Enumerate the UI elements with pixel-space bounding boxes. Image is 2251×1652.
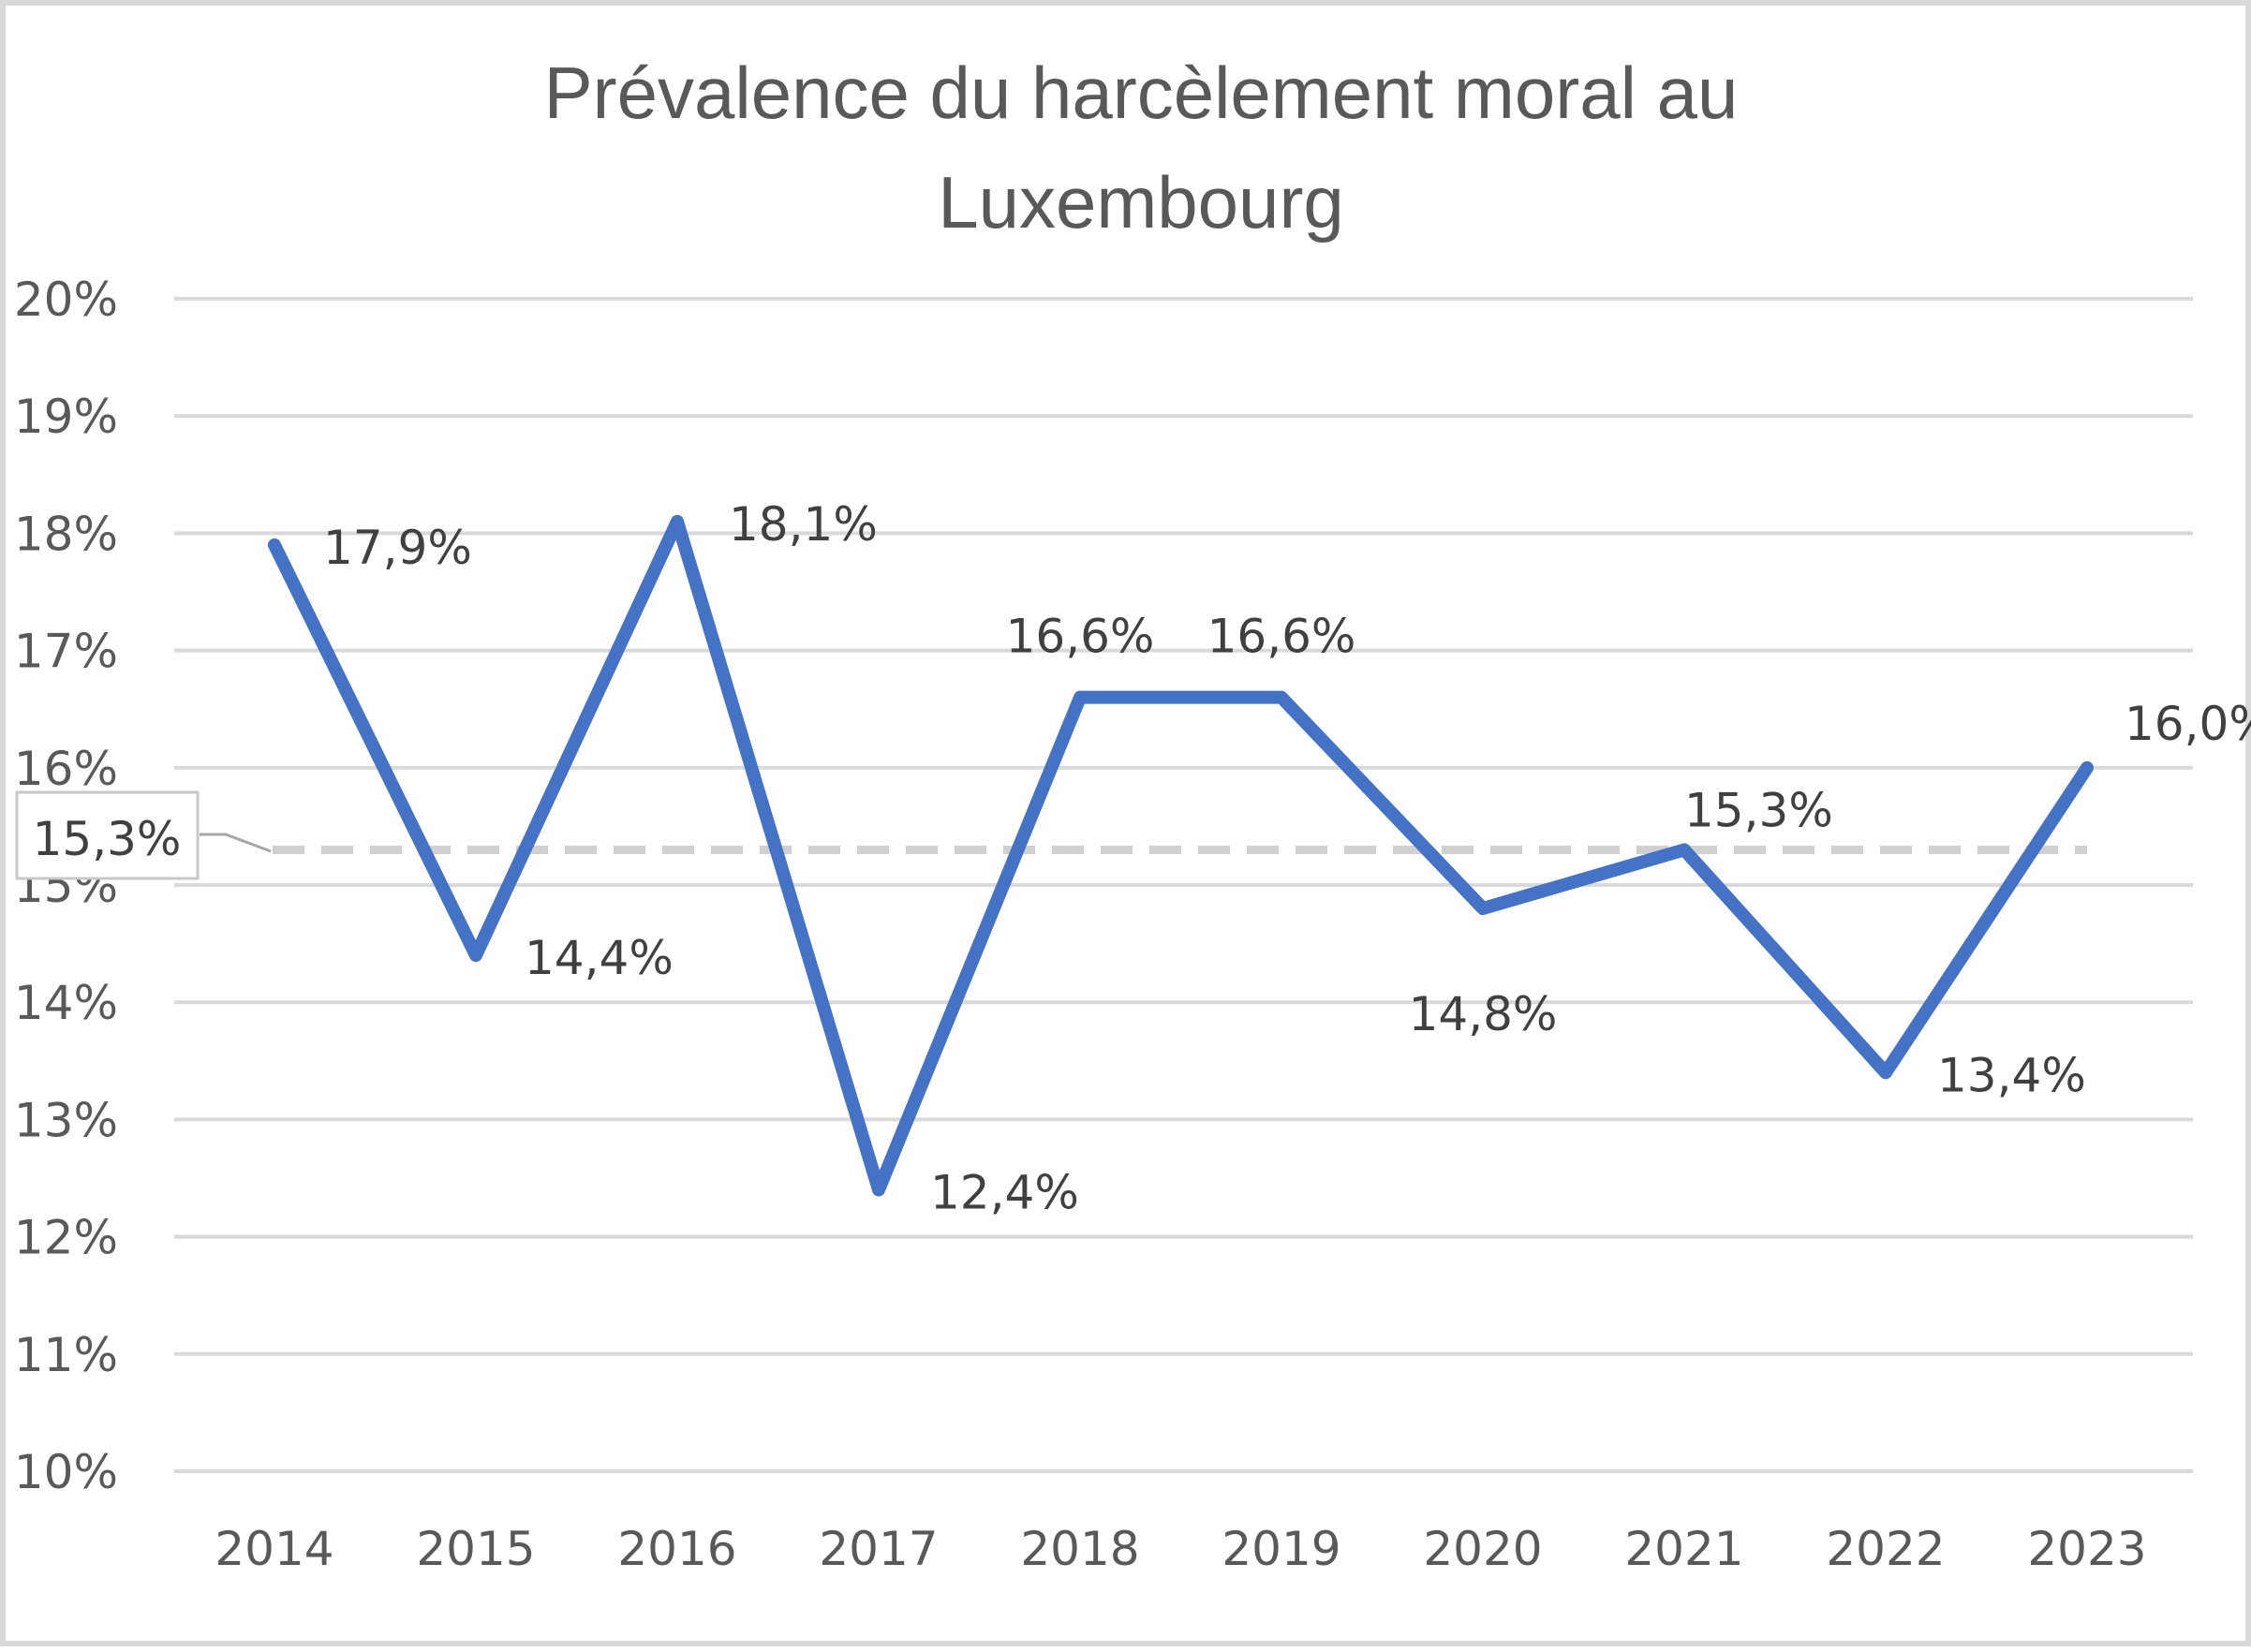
data-point-2014 [274,543,275,546]
y-tick-label-18: 18% [14,507,118,561]
y-tick-label-14: 14% [14,976,118,1030]
data-label-2016: 18,1% [729,497,878,552]
x-tick-label-2019: 2019 [1222,1522,1340,1576]
y-tick-label-19: 19% [14,390,118,444]
y-tick-label-13: 13% [14,1093,118,1147]
data-label-2017: 12,4% [930,1166,1079,1220]
data-point-2016 [676,520,678,523]
data-label-2019: 16,6% [1207,610,1356,664]
data-label-2021: 15,3% [1684,783,1833,837]
x-tick-label-2018: 2018 [1020,1522,1139,1576]
x-tick-label-2022: 2022 [1826,1522,1945,1576]
x-tick-label-2020: 2020 [1423,1522,1542,1576]
line-chart: Prévalence du harcèlement moral au Luxem… [14,52,2251,1576]
data-label-2022: 13,4% [1937,1048,2086,1102]
data-point-2015 [475,954,477,957]
y-tick-label-12: 12% [14,1211,118,1265]
data-label-2014: 17,9% [323,521,472,575]
data-point-2020 [1482,907,1484,910]
data-label-2015: 14,4% [525,931,674,985]
data-point-2019 [1281,696,1282,699]
x-tick-label-2016: 2016 [617,1522,736,1576]
y-tick-label-17: 17% [14,625,118,679]
data-point-2017 [878,1188,880,1191]
data-label-2020: 14,8% [1409,987,1558,1041]
y-tick-label-10: 10% [14,1445,118,1499]
x-tick-label-2023: 2023 [2027,1522,2146,1576]
data-label-2023: 16,0% [2125,697,2251,751]
x-tick-label-2021: 2021 [1624,1522,1743,1576]
data-point-2023 [2086,766,2088,769]
data-point-2021 [1683,848,1685,851]
chart-title-line-1: Prévalence du harcèlement moral au [544,52,1739,134]
data-point-2022 [1885,1071,1887,1074]
data-point-2018 [1079,696,1081,699]
series-line-0 [268,514,2094,1197]
average-label-leader [200,833,272,853]
x-tick-label-2015: 2015 [416,1522,535,1576]
y-tick-label-11: 11% [14,1328,118,1382]
average-label: 15,3% [33,812,182,866]
x-tick-label-2017: 2017 [819,1522,938,1576]
y-tick-label-16: 16% [14,742,118,796]
y-tick-label-20: 20% [14,273,118,327]
chart-title-line-2: Luxembourg [938,161,1344,243]
data-label-2018: 16,6% [1006,610,1155,664]
x-tick-label-2014: 2014 [215,1522,333,1576]
average-label-box [15,790,200,880]
